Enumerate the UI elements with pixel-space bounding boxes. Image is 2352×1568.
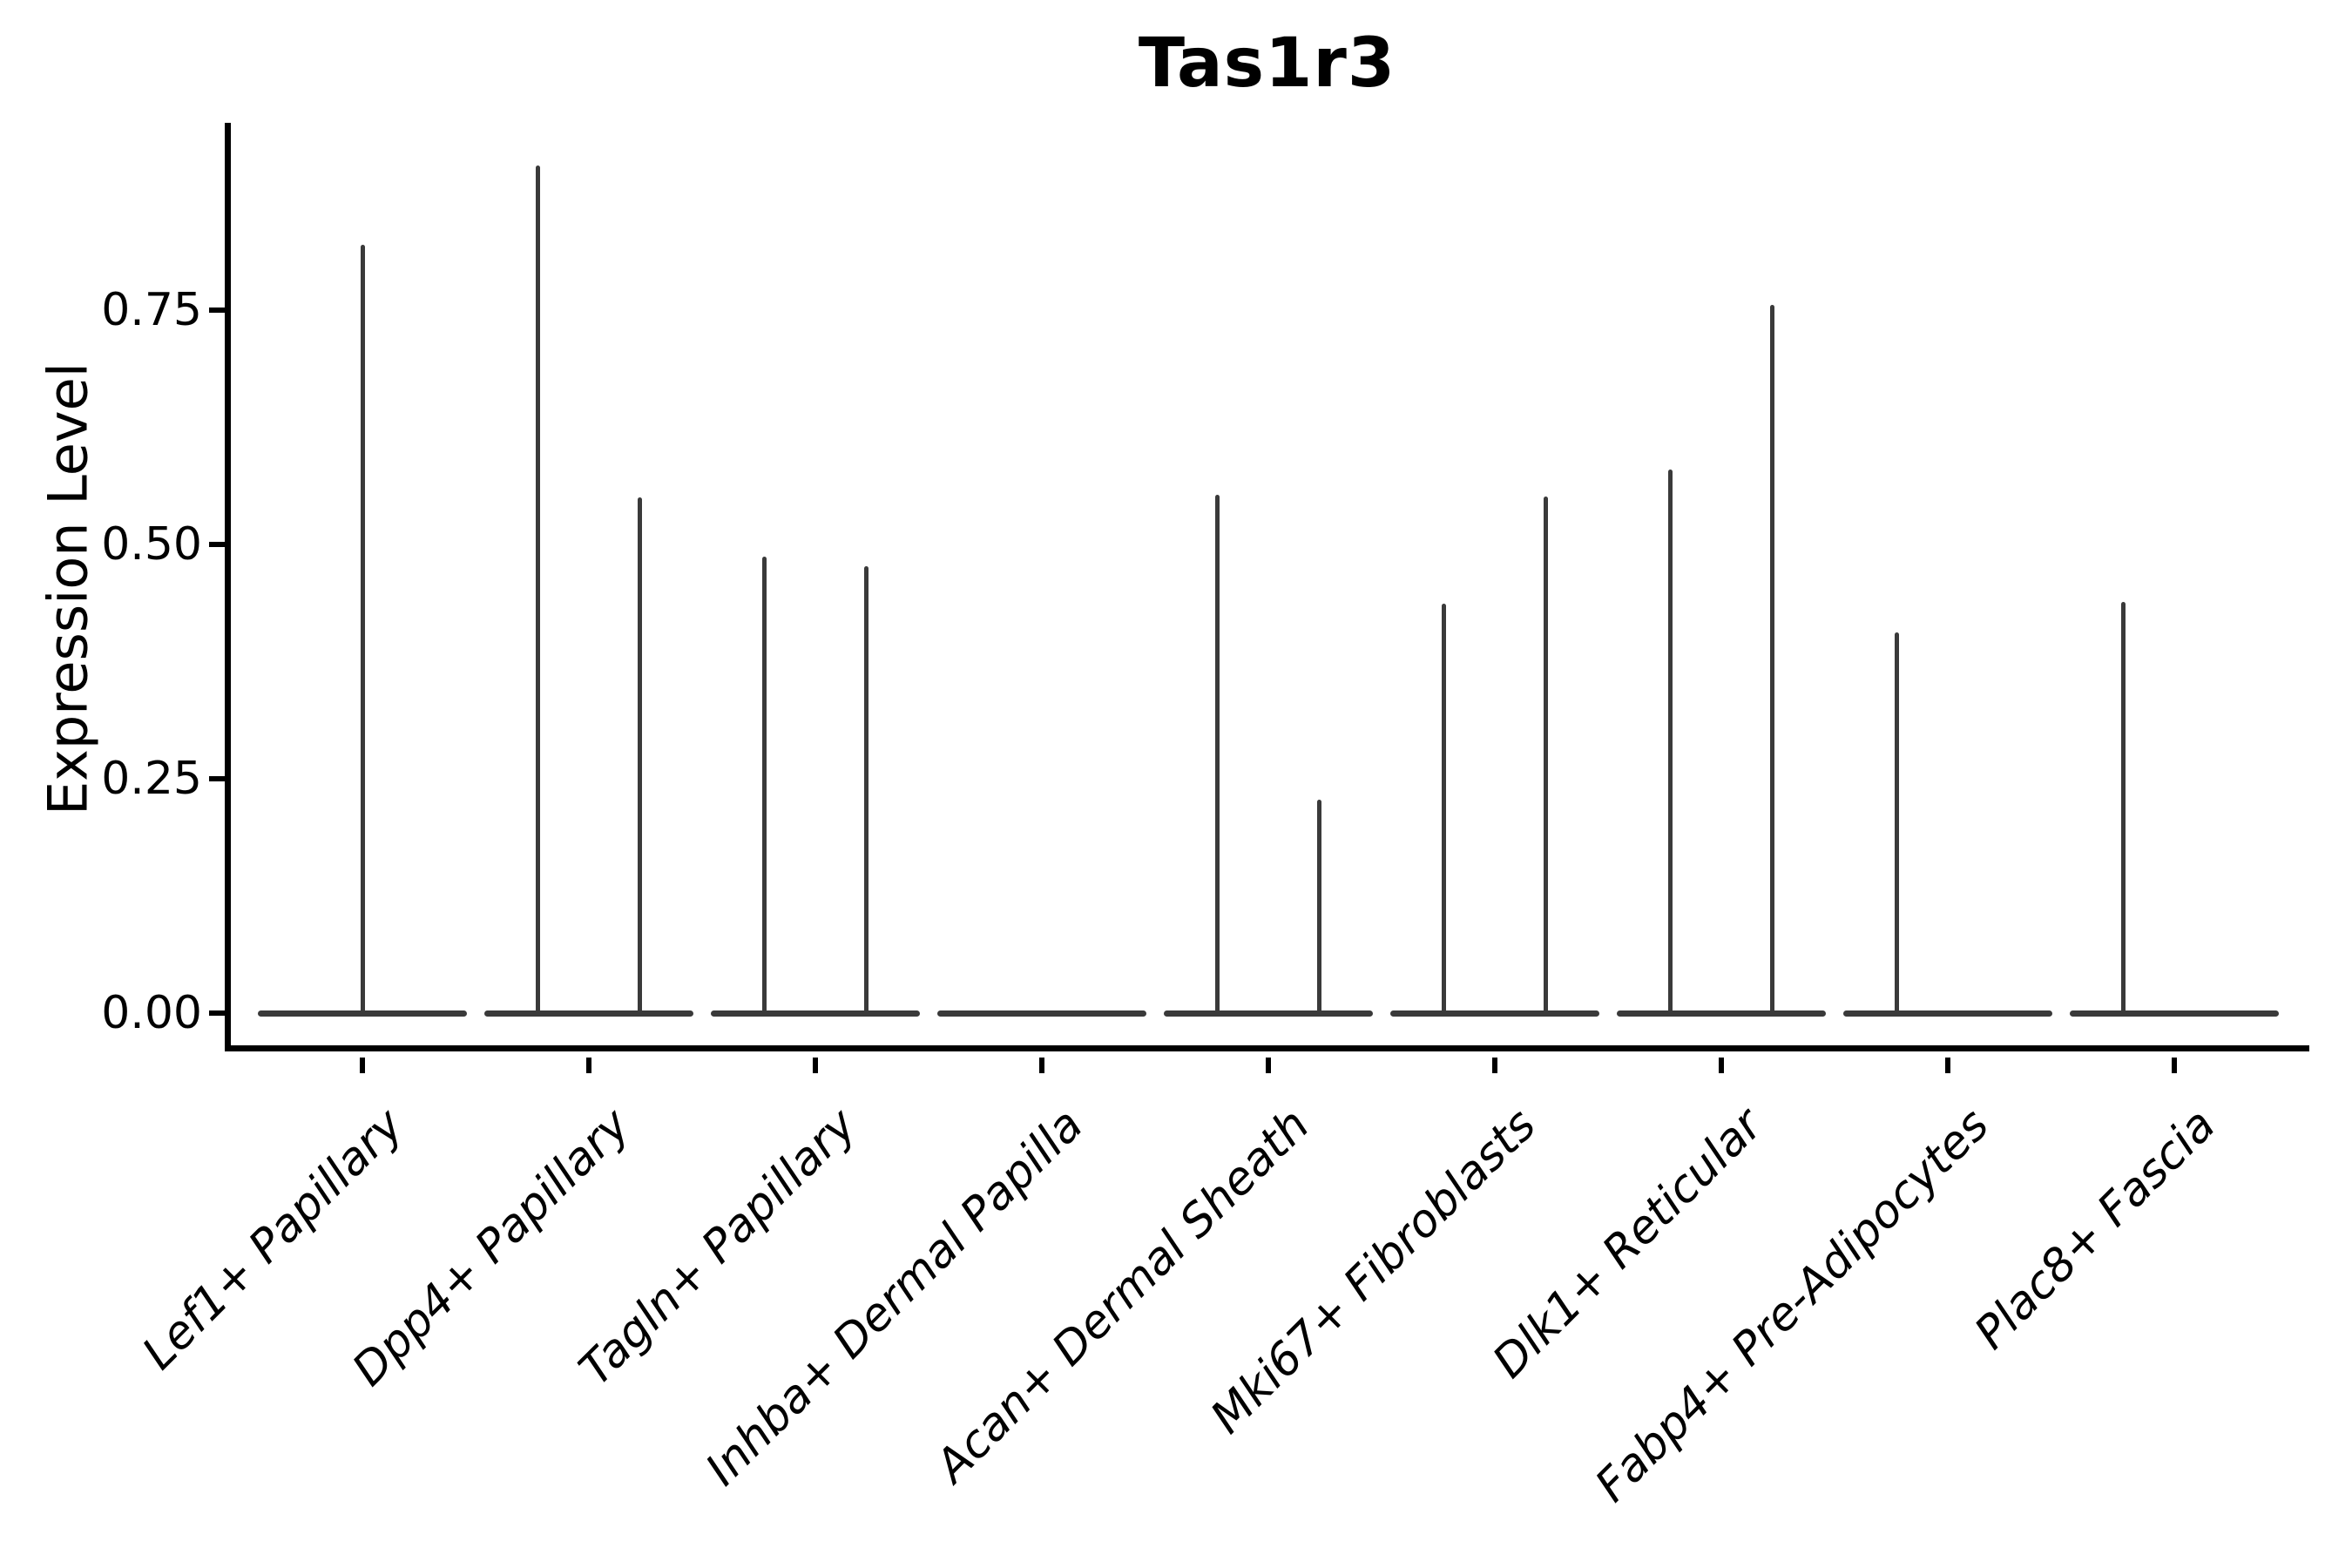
x-tick <box>1492 1058 1497 1073</box>
y-tick <box>209 308 225 314</box>
plot-title: Tas1r3 <box>1138 24 1396 103</box>
violin-spike <box>638 497 642 1017</box>
violin-spike <box>1895 632 1899 1017</box>
violin-spike <box>762 557 767 1017</box>
violin-base <box>1164 1010 1373 1017</box>
violin-base <box>1390 1010 1599 1017</box>
violin-spike <box>1770 304 1774 1017</box>
violin-base <box>1617 1010 1826 1017</box>
violin-base <box>937 1010 1146 1017</box>
y-tick-label: 0.00 <box>101 987 202 1039</box>
y-axis-label: Expression Level <box>36 362 100 815</box>
violin-base <box>484 1010 693 1017</box>
violin-spike <box>1668 470 1673 1017</box>
x-tick <box>1266 1058 1271 1073</box>
violin-base <box>1843 1010 2052 1017</box>
y-tick-label: 0.50 <box>101 518 202 571</box>
violin-spike <box>2121 601 2126 1017</box>
violin-spike <box>360 245 365 1017</box>
y-tick <box>209 542 225 548</box>
y-tick <box>209 1010 225 1016</box>
violin-spike <box>1544 497 1548 1017</box>
y-tick <box>209 776 225 782</box>
x-tick <box>1945 1058 1950 1073</box>
violin-spike <box>536 165 540 1017</box>
plot-panel <box>225 123 2309 1051</box>
violin-base <box>2070 1010 2279 1017</box>
y-tick-label: 0.75 <box>101 284 202 337</box>
x-tick <box>1039 1058 1044 1073</box>
x-tick <box>360 1058 365 1073</box>
violin-spike <box>864 565 868 1017</box>
x-tick <box>586 1058 591 1073</box>
violin-base <box>711 1010 920 1017</box>
x-tick <box>813 1058 818 1073</box>
violin-spike <box>1215 495 1220 1017</box>
x-tick <box>1719 1058 1724 1073</box>
x-tick <box>2172 1058 2177 1073</box>
violin-spike <box>1317 799 1321 1017</box>
y-tick-label: 0.25 <box>101 753 202 806</box>
violin-spike <box>1442 604 1446 1017</box>
